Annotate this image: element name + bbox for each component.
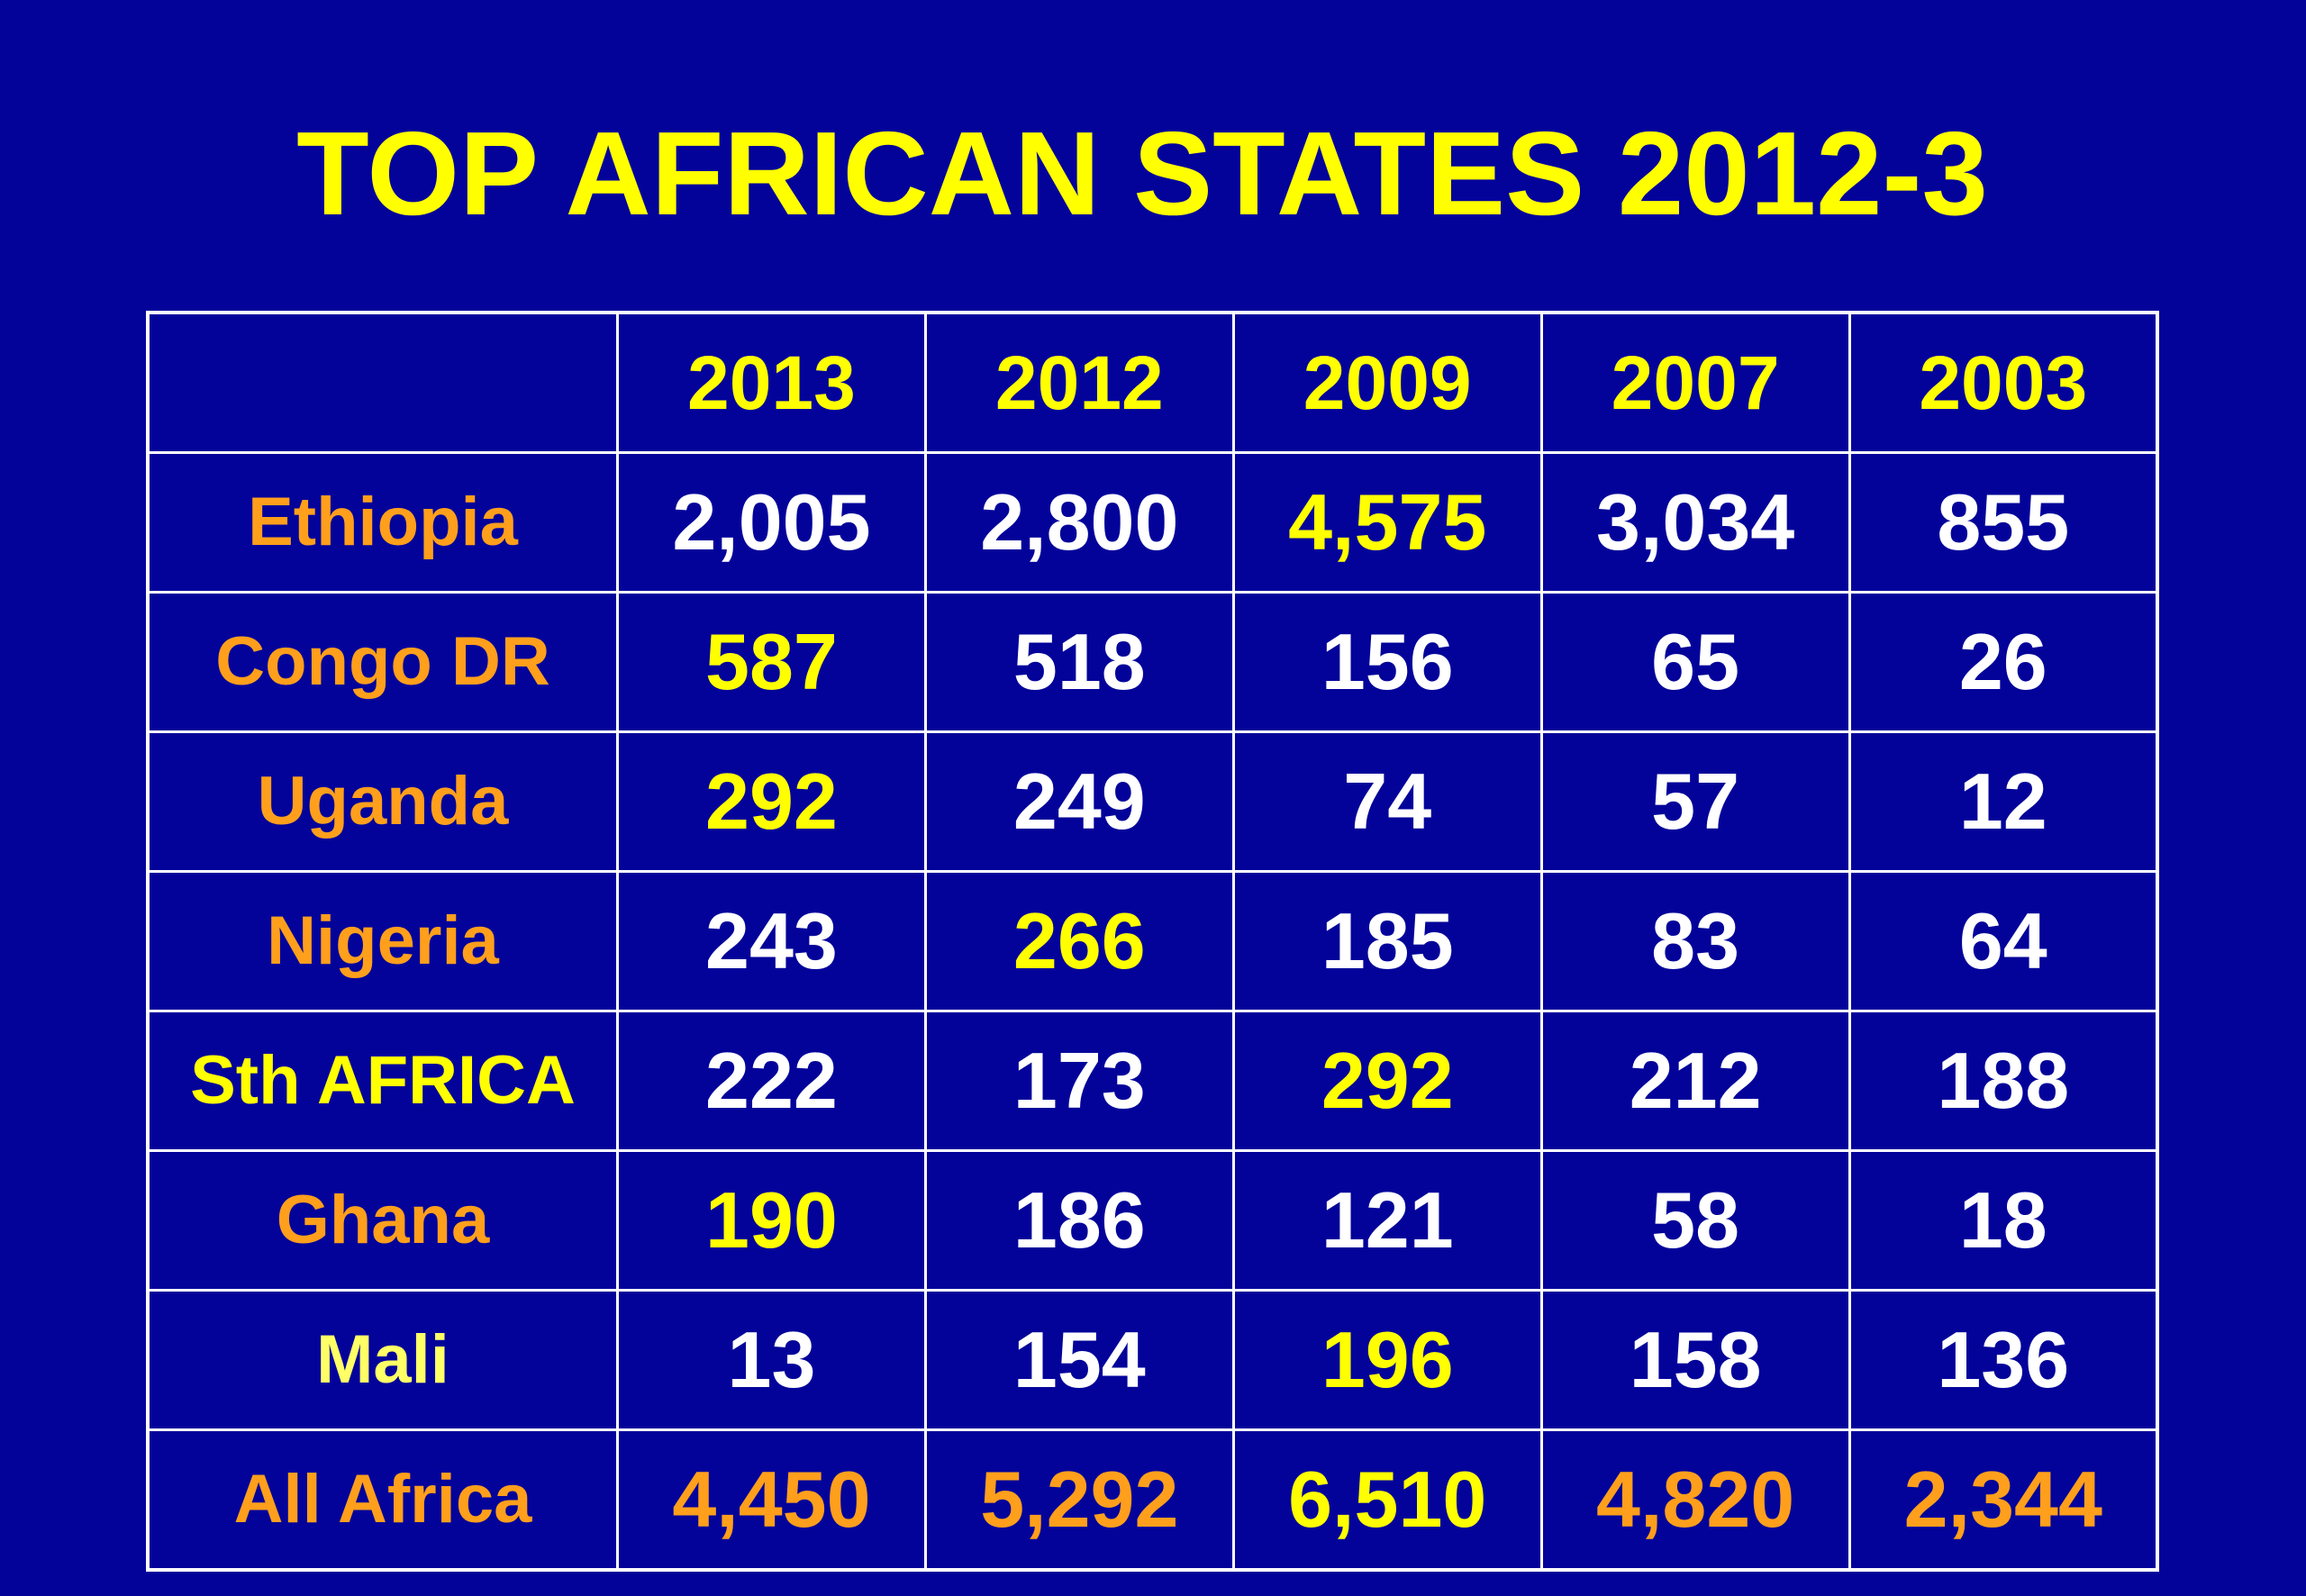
value-cell: 154 <box>923 1289 1235 1431</box>
row-label: All Africa <box>146 1428 619 1572</box>
table-row: Ghana 190 186 121 58 18 <box>146 1149 2159 1292</box>
table-row: Uganda 292 249 74 57 12 <box>146 730 2159 873</box>
value-cell: 158 <box>1539 1289 1851 1431</box>
column-header-2003: 2003 <box>1848 311 2159 454</box>
row-label: Nigeria <box>146 870 619 1012</box>
value-cell: 190 <box>616 1149 927 1292</box>
value-cell: 18 <box>1848 1149 2159 1292</box>
value-cell: 6,510 <box>1231 1428 1543 1572</box>
value-cell: 266 <box>923 870 1235 1012</box>
value-cell: 4,820 <box>1539 1428 1851 1572</box>
total-row: All Africa 4,450 5,292 6,510 4,820 2,344 <box>146 1428 2159 1572</box>
value-cell: 212 <box>1539 1010 1851 1152</box>
value-cell: 4,575 <box>1231 451 1543 594</box>
value-cell: 243 <box>616 870 927 1012</box>
slide-title: TOP AFRICAN STATES 2012-3 <box>296 107 1988 240</box>
value-cell: 173 <box>923 1010 1235 1152</box>
value-cell: 74 <box>1231 730 1543 873</box>
row-label: Congo DR <box>146 591 619 733</box>
value-cell: 58 <box>1539 1149 1851 1292</box>
column-header-2007: 2007 <box>1539 311 1851 454</box>
value-cell: 26 <box>1848 591 2159 733</box>
value-cell: 121 <box>1231 1149 1543 1292</box>
table-row: Sth AFRICA 222 173 292 212 188 <box>146 1010 2159 1152</box>
table-body: 2013 2012 2009 2007 2003 Ethiopia 2,005 2,… <box>146 311 2159 1572</box>
value-cell: 292 <box>1231 1010 1543 1152</box>
table-row: Congo DR 587 518 156 65 26 <box>146 591 2159 733</box>
value-cell: 65 <box>1539 591 1851 733</box>
data-table: 2013 2012 2009 2007 2003 Ethiopia 2,005 2,… <box>146 311 2159 1572</box>
value-cell: 12 <box>1848 730 2159 873</box>
value-cell: 4,450 <box>616 1428 927 1572</box>
value-cell: 196 <box>1231 1289 1543 1431</box>
row-label: Ethiopia <box>146 451 619 594</box>
value-cell: 186 <box>923 1149 1235 1292</box>
column-header-2009: 2009 <box>1231 311 1543 454</box>
column-header-2012: 2012 <box>923 311 1235 454</box>
corner-cell <box>146 311 619 454</box>
header-row: 2013 2012 2009 2007 2003 <box>146 311 2159 454</box>
value-cell: 188 <box>1848 1010 2159 1152</box>
value-cell: 2,005 <box>616 451 927 594</box>
value-cell: 587 <box>616 591 927 733</box>
value-cell: 518 <box>923 591 1235 733</box>
table-row: Mali 13 154 196 158 136 <box>146 1289 2159 1431</box>
row-label: Sth AFRICA <box>146 1010 619 1152</box>
value-cell: 64 <box>1848 870 2159 1012</box>
table-row: Nigeria 243 266 185 83 64 <box>146 870 2159 1012</box>
value-cell: 222 <box>616 1010 927 1152</box>
value-cell: 292 <box>616 730 927 873</box>
value-cell: 13 <box>616 1289 927 1431</box>
value-cell: 3,034 <box>1539 451 1851 594</box>
row-label: Ghana <box>146 1149 619 1292</box>
value-cell: 5,292 <box>923 1428 1235 1572</box>
value-cell: 136 <box>1848 1289 2159 1431</box>
row-label: Uganda <box>146 730 619 873</box>
row-label: Mali <box>146 1289 619 1431</box>
value-cell: 2,344 <box>1848 1428 2159 1572</box>
value-cell: 83 <box>1539 870 1851 1012</box>
column-header-2013: 2013 <box>616 311 927 454</box>
table-row: Ethiopia 2,005 2,800 4,575 3,034 855 <box>146 451 2159 594</box>
value-cell: 855 <box>1848 451 2159 594</box>
value-cell: 2,800 <box>923 451 1235 594</box>
value-cell: 156 <box>1231 591 1543 733</box>
value-cell: 57 <box>1539 730 1851 873</box>
value-cell: 185 <box>1231 870 1543 1012</box>
value-cell: 249 <box>923 730 1235 873</box>
